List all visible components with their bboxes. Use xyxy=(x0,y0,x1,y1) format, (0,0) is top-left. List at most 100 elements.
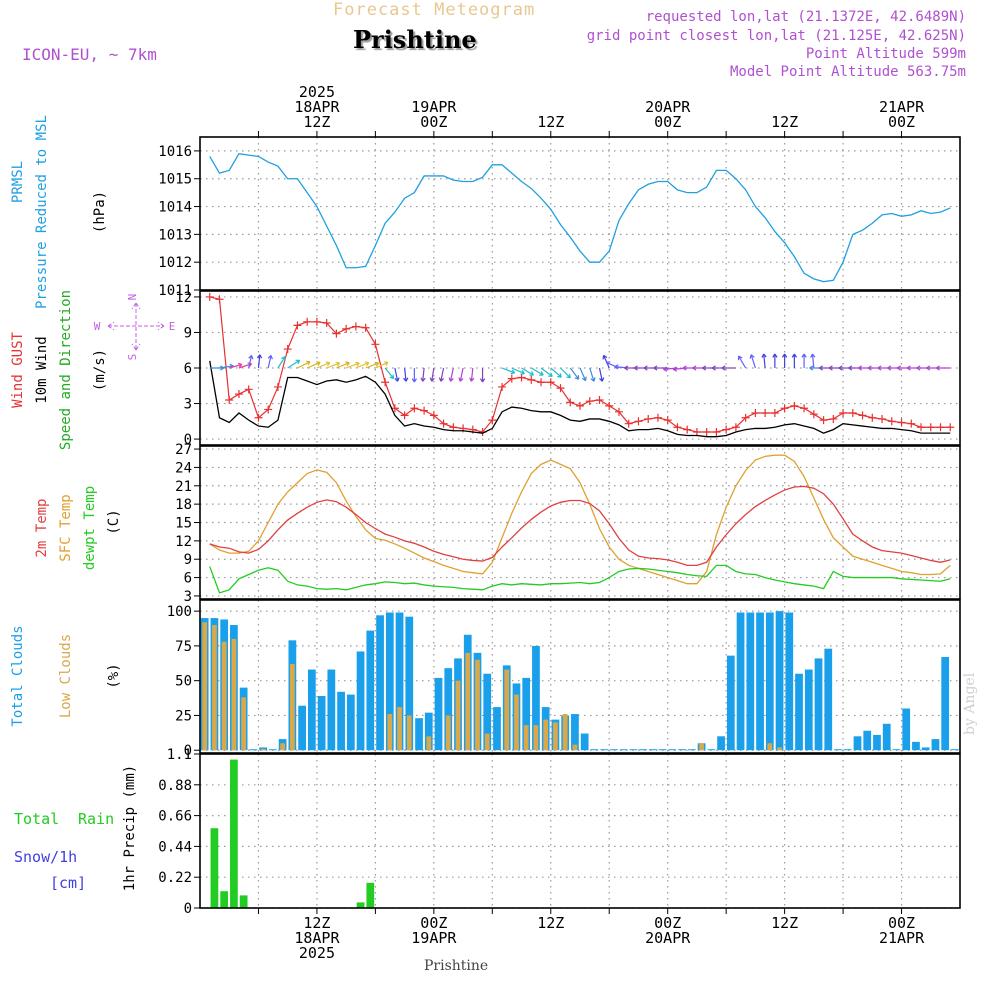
gust-marker xyxy=(400,411,409,420)
bottom-time-label: 2025 xyxy=(299,944,335,962)
wind-arrow-head xyxy=(809,365,814,371)
wind-arrow-shaft xyxy=(365,362,379,369)
low-clouds-bar xyxy=(562,714,568,751)
gust-marker xyxy=(634,417,643,426)
top-time-label: 21APR xyxy=(879,98,925,116)
total-rain-label-1: Total xyxy=(14,810,59,828)
wind-arrow-head xyxy=(581,376,587,382)
wind-arrow-head xyxy=(916,365,921,371)
bottom-time-label: 21APR xyxy=(879,929,925,947)
total-clouds-bar xyxy=(532,645,540,751)
wind-arrow-head xyxy=(305,360,311,366)
wind-direction-arrow xyxy=(801,353,807,368)
total-clouds-bar xyxy=(493,707,501,751)
wind-arrow-head xyxy=(325,361,331,367)
gust-marker xyxy=(273,382,282,391)
wind-arrow-head xyxy=(429,377,435,382)
precip-unit-label: 1hr Precip (mm) xyxy=(122,765,138,891)
wind-arrow-shaft xyxy=(750,354,756,369)
temp2m-line xyxy=(209,485,951,566)
wind-direction-label: Speed and Direction xyxy=(58,290,74,450)
total-clouds-bar xyxy=(415,718,423,751)
clouds-ytick-label: 100 xyxy=(167,604,192,620)
wind-speed-line xyxy=(209,360,951,438)
wind-arrow-head xyxy=(458,377,464,382)
total-clouds-bar xyxy=(376,615,384,751)
wind-arrow-shaft xyxy=(219,365,234,369)
wind-direction-arrow xyxy=(287,359,301,369)
wind-direction-arrow xyxy=(530,367,544,376)
top-time-label: 20APR xyxy=(645,98,691,116)
low-clouds-bar xyxy=(221,641,227,751)
wind-arrow-head xyxy=(926,365,931,371)
wind-arrow-shaft xyxy=(449,367,454,382)
wind-arrow-head xyxy=(335,361,341,367)
rain-bar xyxy=(356,902,365,908)
wind-arrow-head xyxy=(749,354,755,359)
wind-direction-arrow xyxy=(935,365,951,371)
wind-direction-arrow xyxy=(326,361,341,369)
wind-direction-arrow xyxy=(737,355,747,369)
total-clouds-bar xyxy=(717,736,725,751)
gust-marker xyxy=(868,413,877,422)
dewpt-label: dewpt Temp xyxy=(82,486,98,570)
total-clouds-bar xyxy=(580,733,589,751)
wind-direction-arrow xyxy=(469,367,475,382)
top-time-label: 00Z xyxy=(420,113,447,131)
gust-marker xyxy=(839,409,848,418)
wind-unit-label: (m/s) xyxy=(92,349,108,391)
wind-direction-arrow xyxy=(355,361,370,369)
gust-marker xyxy=(410,404,419,413)
wind-direction-arrow xyxy=(375,361,389,369)
sfc-temp-line xyxy=(209,454,951,585)
wind-arrow-head xyxy=(810,353,816,358)
total-clouds-bar xyxy=(678,749,686,751)
clouds-ytick-label: 0 xyxy=(184,743,192,759)
wind-arrow-head xyxy=(791,353,798,358)
wind-direction-arrow xyxy=(521,367,534,376)
total-clouds-bar xyxy=(873,734,881,751)
gust-marker xyxy=(673,423,682,432)
gust-marker xyxy=(215,295,224,304)
gust-marker xyxy=(595,395,604,404)
low-clouds-bar xyxy=(465,652,471,751)
bottom-time-label: 00Z xyxy=(888,914,915,932)
wind-arrow-shaft xyxy=(569,367,580,380)
top-time-label: 19APR xyxy=(411,98,457,116)
wind-direction-arrow xyxy=(394,367,400,382)
temp-ytick-label: 3 xyxy=(184,589,192,605)
wind-arrow-head xyxy=(548,372,553,377)
low-clouds-bar xyxy=(241,697,247,751)
top-time-label: 2025 xyxy=(299,83,335,101)
total-clouds-bar xyxy=(434,677,443,751)
wind-gust-label: Wind GUST xyxy=(10,332,26,408)
bottom-time-label: 18APR xyxy=(294,929,340,947)
gust-marker xyxy=(342,324,351,333)
temp-unit-label: (C) xyxy=(106,509,122,534)
wind-arrow-head xyxy=(281,356,286,361)
gust-marker xyxy=(819,416,828,425)
low-clouds-bar xyxy=(484,733,490,751)
wind-ytick-label: 3 xyxy=(184,397,192,413)
total-clouds-bar xyxy=(736,612,745,751)
low-clouds-label: Low Clouds xyxy=(58,634,74,718)
gust-marker xyxy=(809,410,818,419)
clouds-ytick-label: 25 xyxy=(175,708,192,724)
wind-arrow-shaft xyxy=(589,367,595,382)
wind-arrow-shaft xyxy=(394,367,399,382)
wind-direction-arrow xyxy=(721,365,736,371)
wind-arrow-head xyxy=(364,361,370,367)
bottom-time-label: 20APR xyxy=(645,929,691,947)
wind-arrow-head xyxy=(316,361,321,367)
temp-ytick-label: 12 xyxy=(175,534,192,550)
wind-direction-arrow xyxy=(429,367,435,382)
gust-marker xyxy=(303,317,312,326)
wind-arrow-head xyxy=(355,361,360,367)
total-clouds-bar xyxy=(843,749,852,751)
gust-marker xyxy=(790,401,799,410)
gust-marker xyxy=(351,322,360,331)
wind-arrow-head xyxy=(801,353,807,358)
wind-arrow-shaft xyxy=(530,367,544,376)
wind-arrow-head xyxy=(819,365,824,371)
wind-arrow-shaft xyxy=(550,367,562,378)
